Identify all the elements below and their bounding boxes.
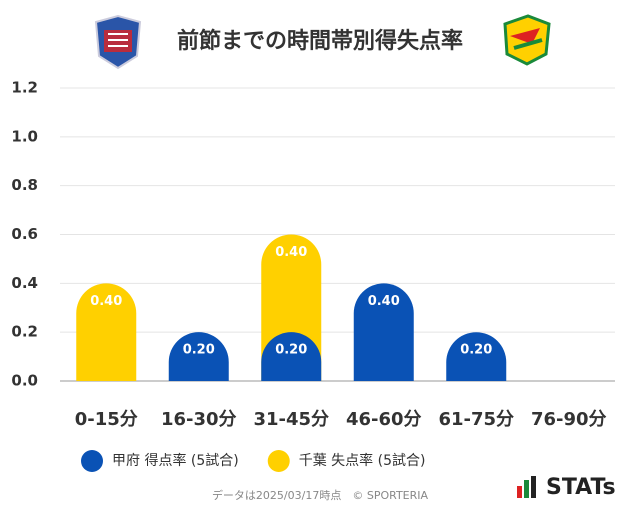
legend-label: 千葉 失点率 (5試合): [299, 452, 426, 469]
y-tick-label: 1.2: [11, 79, 38, 97]
value-label: 0.40: [90, 294, 122, 309]
bar: [76, 283, 137, 381]
x-tick-label: 0-15分: [75, 409, 138, 430]
value-label: 0.20: [183, 343, 215, 358]
y-tick-label: 1.0: [11, 127, 38, 145]
chart-title: 前節までの時間帯別得失点率: [177, 28, 463, 54]
legend-swatch: [267, 450, 290, 472]
x-tick-label: 76-90分: [531, 409, 607, 430]
value-label: 0.40: [368, 294, 400, 309]
home-emblem: [94, 14, 142, 70]
value-label: 0.20: [275, 343, 307, 358]
x-tick-label: 46-60分: [346, 409, 422, 430]
x-tick-label: 61-75分: [438, 409, 514, 430]
brand-logo: [517, 476, 536, 498]
y-tick-label: 0.6: [11, 225, 38, 243]
bar: [446, 332, 507, 381]
x-tick-label: 16-30分: [161, 409, 237, 430]
y-tick-label: 0.8: [11, 176, 38, 194]
value-label: 0.40: [275, 245, 307, 260]
away-emblem: [503, 14, 551, 66]
legend-label: 甲府 得点率 (5試合): [112, 452, 239, 469]
y-tick-label: 0.2: [11, 323, 38, 341]
legend-swatch: [81, 450, 103, 472]
bar: [353, 283, 414, 381]
value-label: 0.20: [460, 343, 492, 358]
y-tick-label: 0.0: [11, 372, 38, 390]
y-tick-label: 0.4: [11, 274, 38, 292]
x-tick-label: 31-45分: [253, 409, 329, 430]
footer-note: データは2025/03/17時点 © SPORTERIA: [212, 488, 429, 502]
bar: [261, 332, 322, 381]
brand-text: STATs: [546, 475, 616, 500]
bar: [168, 332, 229, 381]
